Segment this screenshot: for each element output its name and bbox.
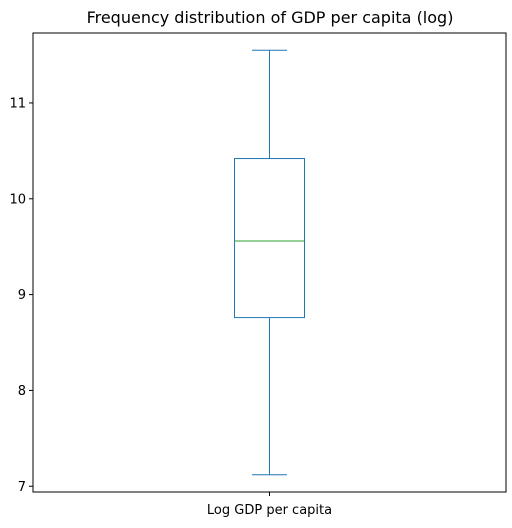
x-axis-ticks: Log GDP per capita [207, 492, 332, 518]
y-axis-ticks: 7 8 9 10 11 [9, 96, 33, 495]
y-tick-label: 8 [18, 384, 26, 399]
y-tick-label: 10 [9, 192, 26, 207]
interquartile-box [234, 158, 305, 319]
plot-frame [32, 32, 507, 493]
y-tick-label: 9 [18, 288, 26, 303]
y-tick-label: 11 [9, 96, 26, 111]
chart-title: Frequency distribution of GDP per capita… [87, 8, 454, 27]
x-tick-label: Log GDP per capita [207, 503, 332, 518]
box-series [234, 49, 305, 476]
y-tick-label: 7 [18, 480, 26, 495]
